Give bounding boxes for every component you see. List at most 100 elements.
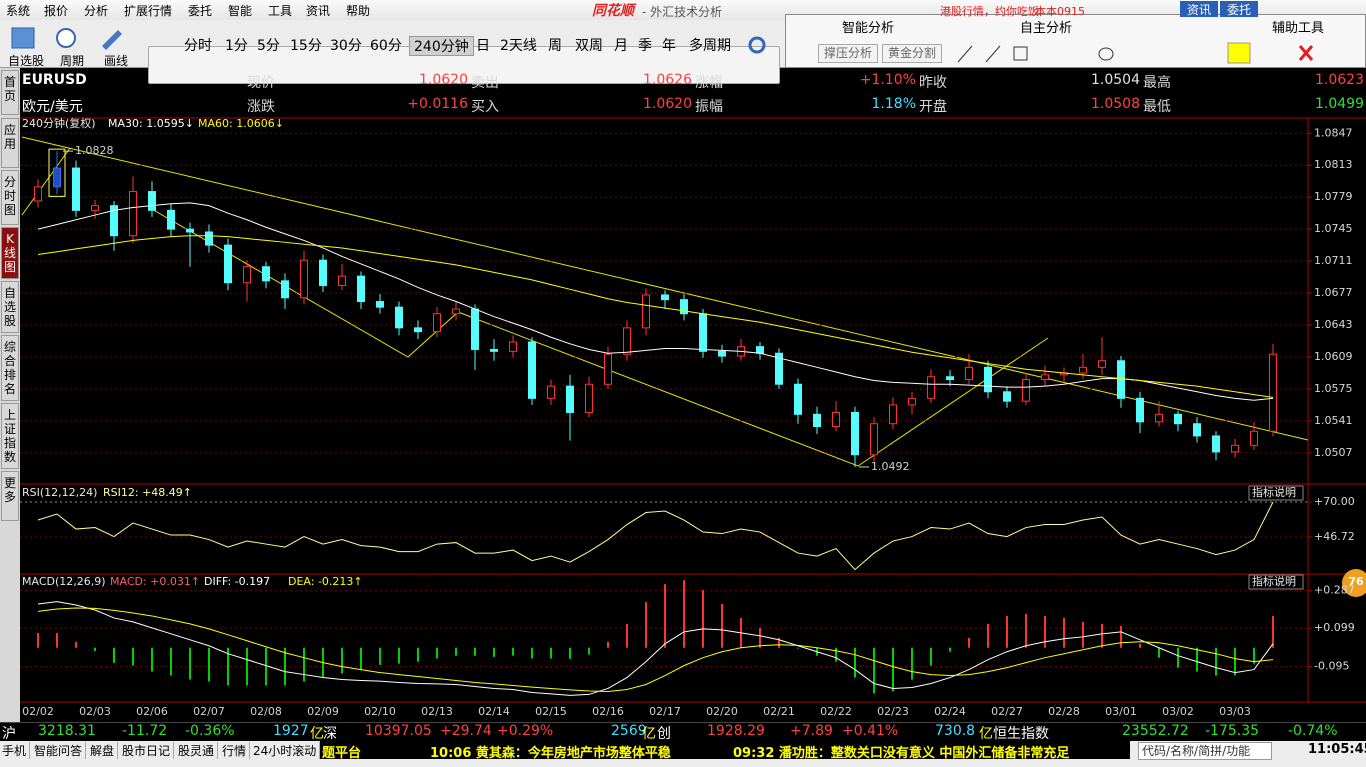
- menu-item[interactable]: 委托: [188, 4, 213, 18]
- ticker-item: -0.36%: [185, 723, 235, 739]
- panel-tab[interactable]: 自主分析: [1020, 21, 1073, 36]
- quote-value: 1.18%: [871, 96, 916, 112]
- legend-entry: DIFF: -0.197: [204, 575, 270, 588]
- x-tick-label: 02/17: [649, 705, 681, 718]
- sidebar-tab[interactable]: 自选股: [1, 281, 19, 333]
- sidebar-tab[interactable]: 更多: [1, 471, 19, 521]
- period-button[interactable]: 5分: [257, 38, 280, 54]
- sidebar-tab[interactable]: 上证指数: [1, 403, 19, 469]
- tool-label[interactable]: 周期: [60, 54, 85, 68]
- candle-body: [794, 383, 802, 415]
- menu-item[interactable]: 帮助: [346, 4, 371, 18]
- top-button[interactable]: 委托: [1220, 1, 1258, 17]
- quote-label: 最低: [1143, 99, 1171, 115]
- chart-frame: [20, 117, 1366, 703]
- menu-item[interactable]: 扩展行情: [124, 4, 173, 18]
- status-link[interactable]: 解盘: [90, 742, 119, 759]
- period-button[interactable]: 60分: [370, 38, 402, 54]
- candle-body: [414, 327, 422, 333]
- promo[interactable]: 港股行情，约你吃饭: [940, 5, 1039, 18]
- news-item[interactable]: 09:32 潘功胜：整数关口没有意义 中国外汇储备非常充足: [733, 746, 1070, 761]
- sidebar-tab[interactable]: 首页: [1, 70, 19, 115]
- panel-tab[interactable]: 智能分析: [842, 21, 895, 36]
- sidebar-tab[interactable]: 应用: [1, 118, 19, 168]
- menu-item[interactable]: 智能: [228, 4, 253, 18]
- status-link[interactable]: 24小时滚动: [253, 742, 321, 759]
- ticker-item: 3218.31: [38, 723, 96, 739]
- period-button[interactable]: 年: [662, 38, 676, 54]
- candle-body: [205, 231, 213, 246]
- menu-item[interactable]: 工具: [268, 4, 293, 18]
- candle-body: [965, 366, 973, 381]
- panel-button[interactable]: 黄金分割: [882, 44, 942, 63]
- badge[interactable]: 76: [1348, 575, 1364, 588]
- quote-value: 1.0508: [1091, 96, 1140, 112]
- candle-body: [91, 205, 99, 211]
- news-item[interactable]: 10:06 黄其森：今年房地产市场整体平稳: [430, 746, 671, 761]
- panel-tab[interactable]: 辅助工具: [1272, 21, 1325, 36]
- status-link[interactable]: 股灵通: [178, 742, 219, 759]
- legend-entry: RSI12: +48.49↑: [103, 486, 192, 499]
- candle-body: [566, 385, 574, 413]
- ticker-item: -11.72: [122, 723, 168, 739]
- tool-label[interactable]: 画线: [104, 54, 129, 68]
- candle-body: [756, 346, 764, 354]
- menu-item[interactable]: 报价: [44, 4, 69, 18]
- selection-box: [48, 148, 66, 197]
- status-link[interactable]: 行情: [222, 742, 251, 759]
- candle-body: [1174, 413, 1182, 425]
- sidebar-tab[interactable]: 分时图: [1, 170, 19, 225]
- candle-body: [1022, 379, 1030, 402]
- status-link[interactable]: 智能问答: [34, 742, 87, 759]
- period-button[interactable]: 双周: [575, 38, 603, 54]
- help-link[interactable]: 指标说明: [1252, 574, 1296, 588]
- period-button[interactable]: 季: [638, 38, 652, 54]
- quote-label: 振幅: [695, 99, 723, 115]
- legend-entry: MA30: 1.0595↓: [108, 117, 194, 130]
- sidebar-tab[interactable]: 综合排名: [1, 335, 19, 401]
- period-button[interactable]: 1分: [225, 38, 248, 54]
- period-button[interactable]: 30分: [330, 38, 362, 54]
- quote-label: 现价: [247, 75, 275, 91]
- sidebar-tab[interactable]: K线图: [1, 227, 19, 279]
- period-button[interactable]: 月: [614, 38, 628, 54]
- candle-body: [262, 266, 270, 282]
- candle-body: [1212, 435, 1220, 453]
- menu-item[interactable]: 分析: [84, 4, 109, 18]
- status-link[interactable]: 股市日记: [122, 742, 175, 759]
- candle-body: [623, 327, 631, 355]
- logo: 同花顺: [592, 3, 634, 19]
- top-button[interactable]: 资讯: [1180, 1, 1218, 17]
- candle-body: [338, 275, 346, 287]
- menu-item[interactable]: 资讯: [306, 4, 331, 18]
- period-button[interactable]: 日: [476, 38, 490, 54]
- candle-body: [186, 228, 194, 233]
- series-line: [37, 501, 1274, 571]
- candle-body: [1231, 444, 1239, 453]
- ticker-item: +7.89: [790, 723, 833, 739]
- period-button[interactable]: 多周期: [689, 38, 731, 54]
- menu-item[interactable]: 系统: [6, 4, 31, 18]
- y-tick-label: 1.0677: [1314, 286, 1353, 299]
- candle-body: [167, 209, 175, 230]
- candle-body: [604, 353, 612, 385]
- candle-body: [224, 244, 232, 284]
- period-button[interactable]: 2天线: [500, 38, 537, 54]
- quote-value: +1.10%: [859, 72, 916, 88]
- help-link[interactable]: 指标说明: [1252, 485, 1296, 499]
- candle-body: [110, 205, 118, 237]
- candle-body: [319, 259, 327, 287]
- period-button[interactable]: 周: [548, 38, 562, 54]
- status-link[interactable]: 手机: [2, 742, 31, 759]
- y-tick-label: +46.72: [1314, 530, 1355, 543]
- y-tick-label: 1.0745: [1314, 222, 1353, 235]
- quote-value: 1.0620: [643, 96, 692, 112]
- tool-label[interactable]: 自选股: [8, 54, 45, 68]
- panel-button[interactable]: 撑压分析: [818, 44, 878, 63]
- candle-body: [984, 366, 992, 393]
- period-button[interactable]: 15分: [290, 38, 322, 54]
- period-button[interactable]: 240分钟: [409, 36, 474, 56]
- search-box[interactable]: 代码/名称/简拼/功能: [1138, 742, 1272, 760]
- legend-entry: DEA: -0.213↑: [288, 575, 363, 588]
- period-button[interactable]: 分时: [184, 38, 212, 54]
